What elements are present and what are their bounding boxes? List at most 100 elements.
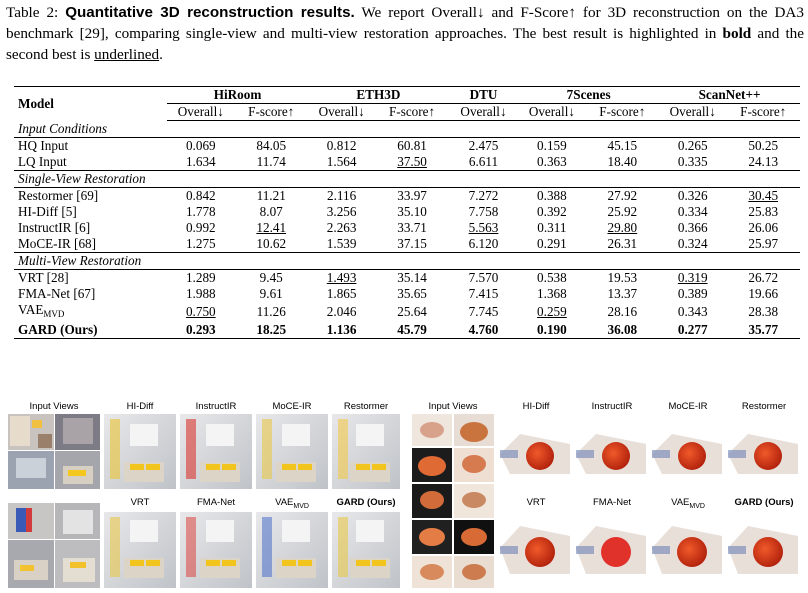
model-name: InstructIR [6]	[18, 220, 91, 235]
dataset-dtu: DTU	[448, 86, 519, 104]
table-cell: 35.14	[397, 270, 427, 285]
results-table: Model HiRoom ETH3D DTU 7Scenes ScanNet++…	[14, 86, 800, 339]
metric-header-row: Overall↓ F-score↑ Overall↓ F-score↑ Overall↓…	[14, 103, 800, 121]
table-row: VRT [28] 1.289 9.45 1.493 35.14 7.570 0.538 19.…	[14, 269, 800, 287]
table-cell: 0.259	[537, 304, 567, 319]
right-label-restormer: Restormer	[741, 401, 787, 412]
section-title: Multi-View Restoration	[18, 253, 142, 268]
table-cell: 37.50	[397, 154, 427, 169]
section-row: Single-View Restoration	[14, 170, 800, 188]
table-cell: 5.563	[468, 220, 499, 235]
table-cell: 18.40	[607, 154, 638, 169]
right-bottom-results	[500, 526, 798, 574]
table-cell: 13.37	[607, 286, 638, 301]
dataset-7scenes: 7Scenes	[518, 86, 660, 104]
figure-right: Input Views HI-Diff InstructIR MoCE-IR R…	[412, 400, 804, 590]
table-cell: 19.53	[607, 270, 638, 285]
table-cell: 33.97	[397, 188, 427, 203]
right-input-views	[412, 414, 494, 588]
model-name: Restormer [69]	[18, 188, 99, 203]
table-cell: 1.493	[326, 270, 357, 285]
table-cell: 26.06	[748, 220, 779, 235]
table-cell: 24.13	[748, 154, 779, 169]
table-cell: 29.80	[607, 220, 638, 235]
table-cell: 0.388	[537, 188, 567, 203]
caption-underlined-word: underlined	[94, 46, 160, 63]
table-cell: 84.05	[256, 138, 287, 153]
right-label-gard: GARD (Ours)	[734, 497, 794, 508]
left-label-fma-net: FMA-Net	[197, 497, 235, 508]
caption-text-1: We report Overall↓ and F-Score↑ for 3D r…	[6, 4, 804, 42]
table-cell: 7.570	[468, 270, 499, 285]
table-cell: 1.368	[537, 286, 567, 301]
table-cell: 28.38	[748, 304, 779, 319]
table-cell: 0.265	[677, 138, 708, 153]
table-cell: 1.564	[326, 154, 357, 169]
table-cell: 10.62	[256, 236, 287, 251]
table-cell: 0.326	[677, 188, 708, 203]
caption-text-2: and the second best is	[6, 25, 804, 63]
table-cell: 26.72	[748, 270, 779, 285]
left-input-views	[8, 414, 100, 588]
table-cell: 8.07	[259, 204, 283, 219]
left-label-input-views: Input Views	[29, 401, 79, 412]
table-cell: 18.25	[256, 322, 287, 337]
left-top-results	[104, 414, 400, 489]
table-cell: 1.778	[185, 204, 216, 219]
figure-right-canvas	[412, 414, 798, 588]
caption-text-3: .	[159, 46, 163, 63]
metric-header: Overall↓	[659, 103, 727, 121]
table-cell: 0.291	[537, 236, 567, 251]
left-bottom-results	[104, 512, 400, 588]
table-cell: 27.92	[607, 188, 638, 203]
dataset-scannetpp: ScanNet++	[659, 86, 800, 104]
caption-bold-word: bold	[722, 25, 752, 42]
table-row: MoCE-IR [68] 1.275 10.62 1.539 37.15 6.120 0.2…	[14, 236, 800, 253]
table-cell: 2.475	[468, 138, 499, 153]
metric-header: F-score↑	[234, 103, 308, 121]
table-row: HQ Input 0.069 84.05 0.812 60.81 2.475 0.159 45…	[14, 137, 800, 155]
metric-header: Overall↓	[518, 103, 586, 121]
table-cell: 35.77	[748, 322, 779, 337]
table-row: LQ Input 1.634 11.74 1.564 37.50 6.611 0.363 18…	[14, 154, 800, 171]
section-title: Single-View Restoration	[18, 171, 146, 186]
table-cell: 1.634	[185, 154, 216, 169]
right-label-input-views: Input Views	[428, 401, 478, 412]
table-cell: 0.277	[677, 322, 708, 337]
model-name: VAEMVD	[18, 302, 65, 319]
table-cell: 33.71	[397, 220, 427, 235]
table-cell: 7.758	[468, 204, 499, 219]
table-cell: 45.15	[607, 138, 638, 153]
caption-prefix: Table 2:	[6, 4, 66, 21]
model-name: HQ Input	[18, 138, 69, 153]
right-label-fma-net: FMA-Net	[593, 497, 631, 508]
left-label-gard: GARD (Ours)	[336, 497, 396, 508]
table-row: Restormer [69] 0.842 11.21 2.116 33.97 7.272 0…	[14, 187, 800, 205]
table-cell: 25.92	[607, 204, 638, 219]
table-cell: 6.120	[468, 236, 499, 251]
table-cell: 30.45	[748, 188, 779, 203]
dataset-header-row: Model HiRoom ETH3D DTU 7Scenes ScanNet++	[14, 86, 800, 111]
table-cell: 2.263	[326, 220, 357, 235]
table-cell: 11.26	[256, 304, 286, 319]
table-cell: 0.190	[537, 322, 567, 337]
table-cell: 35.10	[397, 204, 427, 219]
table-cell: 1.988	[185, 286, 216, 301]
table-cell: 11.74	[256, 154, 286, 169]
metric-header: Overall↓	[307, 103, 376, 121]
table-cell: 1.136	[326, 322, 357, 337]
table-cell: 1.539	[326, 236, 357, 251]
right-label-vae-mvd: VAEMVD	[671, 497, 705, 510]
table-cell: 4.760	[468, 322, 499, 337]
table-cell: 7.745	[468, 304, 499, 319]
table-cell: 50.25	[748, 138, 779, 153]
table-cell: 0.319	[677, 270, 708, 285]
left-label-restormer: Restormer	[343, 401, 389, 412]
right-label-hi-diff: HI-Diff	[522, 401, 550, 412]
table-cell: 0.366	[677, 220, 708, 235]
figure-left: Input Views HI-Diff InstructIR MoCE-IR R…	[8, 400, 400, 590]
right-label-moce-ir: MoCE-IR	[668, 401, 708, 412]
table-cell: 0.293	[185, 322, 216, 337]
table-cell: 3.256	[326, 204, 357, 219]
model-name: LQ Input	[18, 154, 67, 169]
